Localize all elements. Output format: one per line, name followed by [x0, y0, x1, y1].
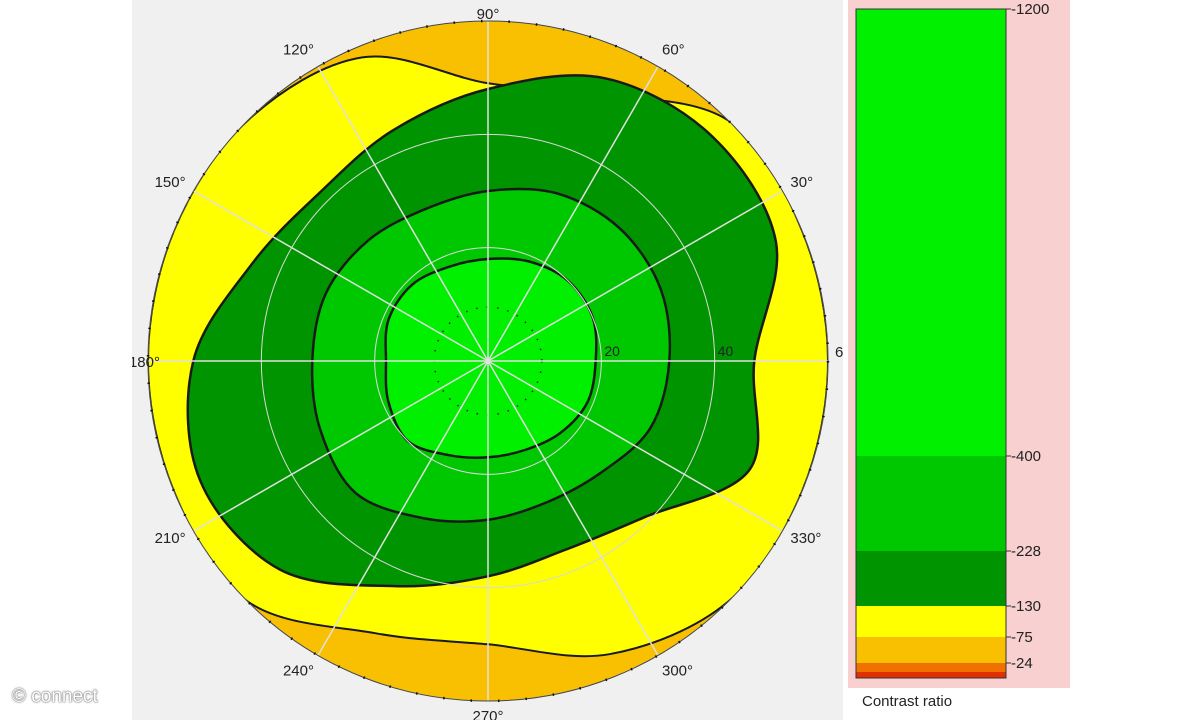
grid-spoke-330 — [487, 360, 783, 532]
angle-label-180: 180° — [132, 354, 160, 371]
watermark: © connect — [12, 686, 98, 707]
angle-label-120: 120° — [283, 42, 314, 59]
angle-label-270: 270° — [472, 708, 503, 720]
colorbar-label: Contrast ratio — [862, 693, 953, 710]
angle-label-300: 300° — [662, 662, 693, 679]
colorbar-tick-label-1200: -1200 — [1011, 1, 1049, 18]
colorbar: -1200 -400 -228 -130 -75 -24 — [855, 1, 1049, 679]
angle-label-240: 240° — [283, 662, 314, 679]
polar-chart: 20 40 60° 30° 60° 90° 120° 150° 180° 210° 240° 270°… — [132, 6, 843, 720]
angle-label-90: 90° — [477, 6, 500, 23]
angle-label-30: 30° — [790, 174, 813, 191]
angle-label-150: 150° — [155, 174, 186, 191]
colorbar-tick-label-228: -228 — [1011, 543, 1041, 560]
colorbar-band-24-75 — [856, 637, 1006, 663]
colorbar-tick-label-400: -400 — [1011, 448, 1041, 465]
contour-band-400 — [385, 258, 597, 458]
colorbar-band-75-130 — [856, 606, 1006, 637]
colorbar-tick-label-130: -130 — [1011, 598, 1041, 615]
colorbar-band-400-1200 — [856, 9, 1006, 456]
colorbar-band-130-228 — [856, 551, 1006, 606]
grid-spoke-240 — [317, 360, 489, 656]
grid-spoke-210 — [193, 360, 489, 532]
colorbar-tick-label-75: -75 — [1011, 629, 1033, 646]
colorbar-tick-label-24: -24 — [1011, 655, 1033, 672]
grid-spoke-150 — [193, 190, 489, 362]
polar-plot-area: 20 40 60° 30° 60° 90° 120° 150° 180° 210° 240° 270°… — [132, 0, 843, 720]
ring-label-20: 20 — [604, 343, 620, 359]
polar-outline-dots — [146, 19, 830, 703]
angle-label-210: 210° — [155, 530, 186, 547]
colorbar-panel: -1200 -400 -228 -130 -75 -24 — [848, 0, 1070, 688]
grid-spoke-60 — [487, 66, 659, 362]
grid-spoke-300 — [487, 360, 659, 656]
angle-label-60: 60° — [662, 42, 685, 59]
colorbar-band-228-400 — [856, 456, 1006, 551]
colorbar-band-min — [856, 672, 1006, 678]
colorbar-outline — [855, 8, 1007, 679]
angle-label-330: 330° — [790, 530, 821, 547]
ring-label-40: 40 — [718, 343, 734, 359]
grid-spoke-120 — [317, 66, 489, 362]
grid-spoke-30 — [487, 190, 783, 362]
angle-label-0: 60° — [835, 344, 843, 361]
